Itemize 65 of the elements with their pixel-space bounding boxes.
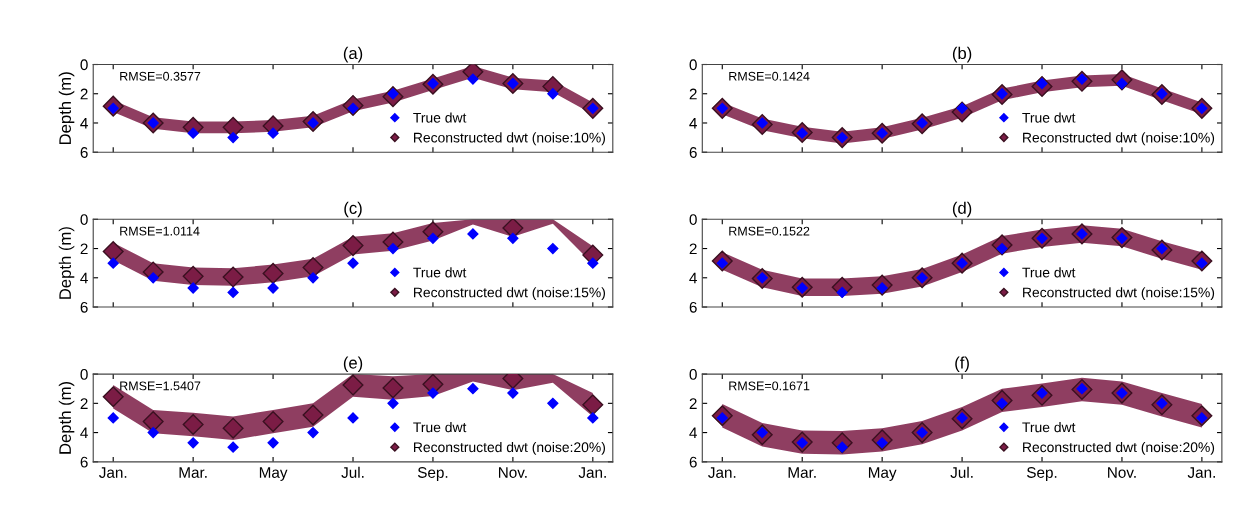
y-tick-label: 0: [689, 214, 697, 225]
y-tick-label: 2: [689, 398, 697, 409]
y-tick-label: 4: [689, 272, 697, 284]
chart-title: (f): [955, 356, 969, 372]
y-axis-title: Depth (m): [58, 381, 75, 454]
annotation: RMSE=1.0114: [120, 226, 200, 236]
legend-label: True dwt: [413, 422, 467, 433]
y-tick-label: 6: [689, 301, 697, 313]
x-tick-label: Jan.: [578, 467, 606, 478]
legend-label: True dwt: [1022, 422, 1076, 433]
y-tick-label: 6: [80, 456, 88, 468]
legend-label: Reconstructed dwt (noise:20%): [414, 441, 605, 455]
x-tick-label: Jan.: [708, 467, 736, 478]
legend-label: Reconstructed dwt (noise:10%): [1023, 132, 1215, 146]
y-axis-title: Depth (m): [58, 227, 75, 299]
annotation: RMSE=0.1424: [729, 71, 810, 81]
legend-label: Reconstructed dwt (noise:15%): [414, 287, 605, 301]
x-tick-label: Mar.: [788, 467, 816, 478]
x-tick-label: Sep.: [1027, 467, 1057, 481]
annotation: RMSE=0.1522: [729, 226, 810, 236]
chart-title: (c): [344, 201, 362, 218]
legend-label: True dwt: [413, 112, 467, 123]
y-tick-label: 4: [689, 427, 697, 439]
legend-label: True dwt: [1022, 112, 1076, 123]
x-tick-label: Nov.: [498, 467, 527, 478]
y-tick-label: 2: [689, 243, 697, 255]
y-tick-label: 6: [689, 147, 697, 158]
y-tick-label: 4: [80, 427, 88, 439]
y-tick-label: 4: [689, 118, 697, 129]
y-tick-label: 0: [80, 214, 88, 225]
chart-title: (d): [952, 201, 972, 218]
annotation: RMSE=0.3577: [120, 71, 201, 81]
x-tick-label: Jul.: [950, 466, 973, 478]
chart-title: (a): [343, 46, 363, 63]
x-tick-label: Jul.: [341, 466, 364, 478]
y-tick-label: 6: [689, 456, 697, 468]
x-tick-label: Sep.: [417, 467, 448, 481]
y-axis-title: Depth (m): [58, 72, 75, 145]
legend-label: Reconstructed dwt (noise:15%): [1023, 287, 1215, 301]
legend-label: Reconstructed dwt (noise:10%): [414, 132, 605, 146]
x-tick-label: May: [259, 467, 288, 481]
y-tick-label: 4: [80, 272, 88, 284]
x-tick-label: Jan.: [1187, 467, 1215, 478]
x-tick-label: May: [868, 467, 897, 481]
y-tick-label: 2: [80, 243, 88, 255]
legend-label: True dwt: [1022, 267, 1076, 278]
annotation: RMSE=0.1671: [729, 381, 810, 391]
chart-title: (e): [343, 356, 363, 372]
y-tick-label: 4: [80, 118, 88, 129]
y-tick-label: 2: [80, 398, 88, 409]
y-tick-label: 0: [80, 59, 88, 71]
x-tick-label: Jan.: [99, 467, 127, 478]
legend-label: True dwt: [413, 267, 467, 278]
y-tick-label: 6: [80, 147, 88, 158]
x-tick-label: Nov.: [1108, 467, 1136, 478]
y-tick-label: 0: [689, 368, 697, 380]
y-tick-label: 2: [689, 88, 697, 100]
annotation: RMSE=1.5407: [120, 381, 201, 391]
x-tick-label: Mar.: [179, 467, 207, 478]
chart-title: (b): [952, 46, 972, 63]
y-tick-label: 6: [80, 301, 88, 313]
y-tick-label: 2: [80, 88, 88, 100]
y-tick-label: 0: [689, 59, 697, 71]
legend-label: Reconstructed dwt (noise:20%): [1023, 441, 1215, 455]
y-tick-label: 0: [80, 368, 88, 380]
